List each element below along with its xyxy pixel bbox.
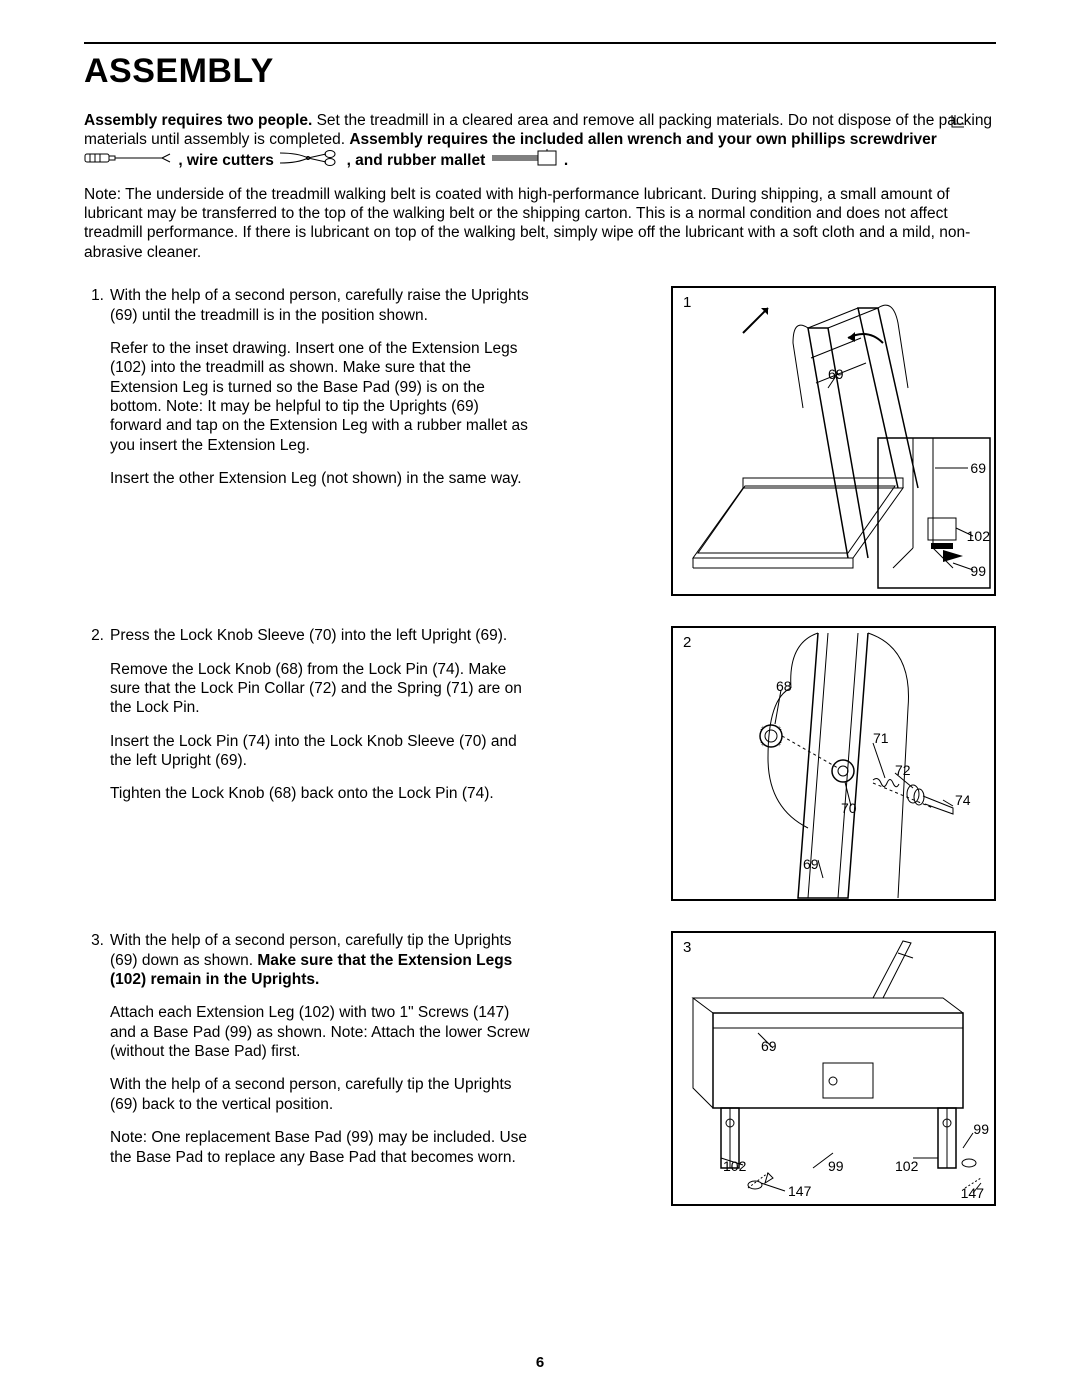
assembly-steps: 1. With the help of a second person, car… [84,286,996,1206]
step-3: 3. With the help of a second person, car… [84,931,996,1206]
step-1: 1. With the help of a second person, car… [84,286,996,596]
fig-1-svg [673,288,994,594]
step-2: 2. Press the Lock Knob Sleeve (70) into … [84,626,996,901]
step-2-p3: Insert the Lock Pin (74) into the Lock K… [110,732,534,771]
step-2-number: 2. [84,626,104,818]
step-3-p3: With the help of a second person, carefu… [110,1075,534,1114]
fig2-callout-74: 74 [955,792,971,810]
step-3-p4: Note: One replacement Base Pad (99) may … [110,1128,534,1167]
step-3-p2: Attach each Extension Leg (102) with two… [110,1003,534,1061]
intro-req-3: , and rubber mallet [347,152,490,169]
wire-cutters-icon [278,149,342,172]
fig-3-number: 3 [683,939,691,958]
fig3-callout-69: 69 [761,1038,777,1056]
step-1-figure: 1 [671,286,996,596]
step-3-figure: 3 [671,931,996,1206]
page: ASSEMBLY Assembly requires two people. S… [0,0,1080,1397]
step-3-number: 3. [84,931,104,1181]
step-3-figure-wrap: 3 [554,931,996,1206]
fig2-callout-71: 71 [873,730,889,748]
step-1-number: 1. [84,286,104,502]
fig2-callout-70: 70 [841,800,857,818]
lubricant-note: Note: The underside of the treadmill wal… [84,185,996,263]
step-2-p2: Remove the Lock Knob (68) from the Lock … [110,660,534,718]
fig3-callout-147b: 147 [961,1185,984,1203]
step-1-text: 1. With the help of a second person, car… [84,286,534,502]
fig2-callout-69: 69 [803,856,819,874]
fig3-callout-102b: 102 [895,1158,918,1176]
step-3-text: 3. With the help of a second person, car… [84,931,534,1181]
fig3-callout-102a: 102 [723,1158,746,1176]
step-1-p2: Refer to the inset drawing. Insert one o… [110,339,534,455]
fig1-callout-102: 102 [967,528,990,546]
fig1-callout-69a: 69 [828,366,844,384]
fig1-callout-99: 99 [970,563,986,581]
fig2-callout-72: 72 [895,762,911,780]
step-1-p1: With the help of a second person, carefu… [110,286,534,325]
step-2-p1: Press the Lock Knob Sleeve (70) into the… [110,626,534,645]
fig1-callout-69b: 69 [970,460,986,478]
step-2-figure-wrap: 2 [554,626,996,901]
fig3-callout-99b: 99 [973,1121,989,1139]
fig3-callout-147a: 147 [788,1183,811,1201]
top-rule [84,42,996,44]
intro-lead-bold: Assembly requires two people. [84,112,312,129]
intro-req-1: Assembly requires the included allen wre… [349,131,941,148]
fig-1-number: 1 [683,294,691,313]
step-2-text: 2. Press the Lock Knob Sleeve (70) into … [84,626,534,818]
step-1-p3: Insert the other Extension Leg (not show… [110,469,534,488]
step-1-figure-wrap: 1 [554,286,996,596]
step-3-p1: With the help of a second person, carefu… [110,931,534,989]
page-number: 6 [0,1354,1080,1373]
step-2-figure: 2 [671,626,996,901]
intro-req-2: , wire cutters [178,152,278,169]
phillips-screwdriver-icon [84,151,174,170]
page-title: ASSEMBLY [84,50,996,93]
intro-req-4: . [564,152,568,169]
fig-2-number: 2 [683,634,691,653]
intro-paragraph: Assembly requires two people. Set the tr… [84,111,996,173]
fig3-callout-99a: 99 [828,1158,844,1176]
fig-2-svg [673,628,994,899]
fig2-callout-68: 68 [776,678,792,696]
step-2-p4: Tighten the Lock Knob (68) back onto the… [110,784,534,803]
rubber-mallet-icon [490,149,560,172]
note-text: Note: The underside of the treadmill wal… [84,185,996,263]
